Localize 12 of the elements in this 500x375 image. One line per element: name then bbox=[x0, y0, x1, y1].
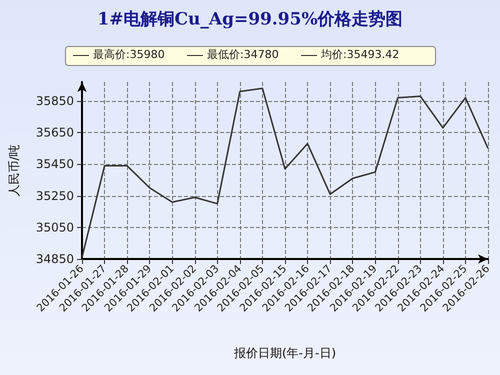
text: 最低价:34780 bbox=[207, 48, 279, 61]
y-tick-label: 35850 bbox=[36, 94, 74, 108]
y-tick-label: 35450 bbox=[36, 157, 74, 172]
y-tick-label: 35650 bbox=[36, 126, 74, 140]
y-tick-label: 35050 bbox=[36, 220, 74, 234]
text: 最高价:35980 bbox=[93, 48, 165, 61]
x-axis-title: 报价日期(年-月-日) bbox=[232, 346, 336, 360]
y-tick-label: 34850 bbox=[36, 252, 74, 266]
y-axis-title: 人民币/吨 bbox=[7, 144, 21, 197]
text: 均价:35493.42 bbox=[320, 48, 400, 61]
y-tick-label: 35250 bbox=[36, 188, 74, 203]
chart-title: 1#电解铜Cu_Ag=99.95%价格走势图 bbox=[97, 10, 403, 30]
